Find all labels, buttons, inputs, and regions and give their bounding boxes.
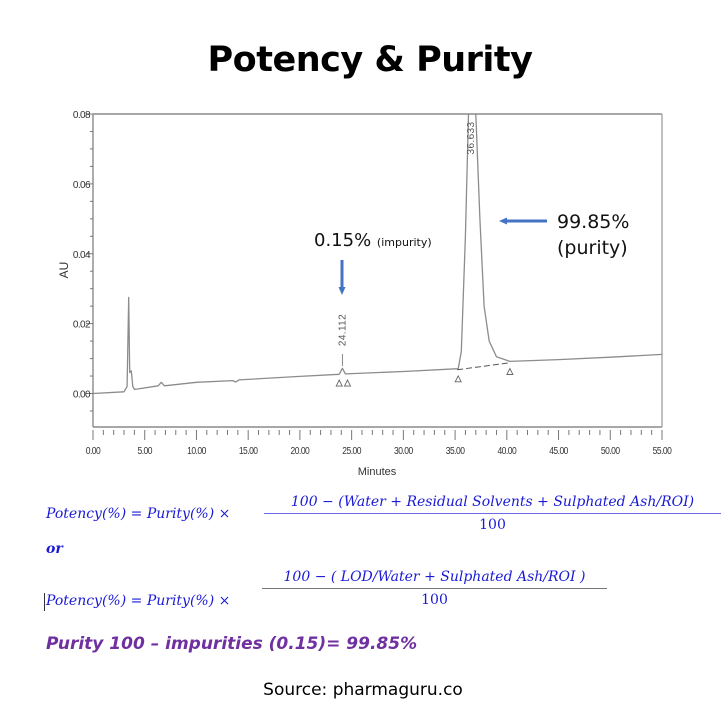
svg-text:0.08: 0.08 — [73, 110, 91, 121]
svg-text:36.633: 36.633 — [466, 121, 477, 154]
svg-text:50.00: 50.00 — [601, 445, 620, 456]
source-credit: Source: pharmaguru.co — [263, 680, 463, 700]
svg-text:35.00: 35.00 — [446, 445, 465, 456]
svg-text:0.02: 0.02 — [73, 320, 91, 331]
svg-text:30.00: 30.00 — [394, 445, 413, 456]
chart-ticks: 0.00 5.00 10.00 15.00 20.00 25.00 30.00 35.00 40… — [57, 110, 672, 478]
purity-value: 99.85% — [557, 211, 630, 233]
purity-calculation: Purity 100 – impurities (0.15)= 99.85% — [46, 634, 418, 654]
svg-text:20.00: 20.00 — [291, 445, 310, 456]
impurity-tag: (impurity) — [376, 236, 432, 249]
svg-text:40.00: 40.00 — [497, 445, 516, 456]
svg-text:55.00: 55.00 — [653, 445, 672, 456]
svg-text:0.00: 0.00 — [86, 445, 101, 456]
svg-text:15.00: 15.00 — [239, 445, 258, 456]
chart-axes — [92, 113, 663, 428]
purity-annotation: 99.85% (purity) — [557, 209, 629, 261]
svg-text:25.00: 25.00 — [342, 445, 361, 456]
potency-formula-2-lhs: Potency(%) = Purity(%) × — [46, 593, 231, 609]
svg-text:0.06: 0.06 — [73, 180, 91, 191]
page-title: Potency & Purity — [207, 40, 533, 80]
formula-1-denominator: 100 — [479, 517, 506, 533]
text-cursor — [44, 593, 45, 611]
purity-tag: (purity) — [557, 237, 628, 259]
potency-formula-1-fraction: 100 − (Water + Residual Solvents + Sulph… — [264, 494, 721, 533]
svg-text:0.04: 0.04 — [73, 250, 91, 261]
chromatogram-chart: 0.00 5.00 10.00 15.00 20.00 25.00 30.00 35.00 40… — [57, 110, 672, 478]
svg-text:45.00: 45.00 — [549, 445, 568, 456]
impurity-annotation: 0.15% (impurity) — [314, 230, 432, 251]
formula-2-numerator: 100 − ( LOD/Water + Sulphated Ash/ROI ) — [262, 569, 607, 589]
potency-formula-2-fraction: 100 − ( LOD/Water + Sulphated Ash/ROI ) … — [262, 569, 607, 608]
annotation-arrows — [338, 217, 547, 295]
formula-1-numerator: 100 − (Water + Residual Solvents + Sulph… — [264, 494, 721, 514]
svg-text:AU: AU — [57, 262, 71, 279]
svg-text:Minutes: Minutes — [358, 466, 397, 478]
formula-or: or — [46, 541, 63, 557]
svg-text:0.00: 0.00 — [73, 390, 91, 401]
chromatogram-trace — [93, 114, 662, 395]
formula-2-denominator: 100 — [421, 592, 448, 608]
peak-labels: 24.112 36.633 — [337, 121, 477, 366]
svg-text:24.112: 24.112 — [337, 314, 348, 346]
impurity-value: 0.15% — [314, 230, 372, 251]
svg-text:10.00: 10.00 — [187, 445, 206, 456]
potency-formula-1-lhs: Potency(%) = Purity(%) × — [46, 506, 231, 522]
svg-text:5.00: 5.00 — [137, 445, 152, 456]
